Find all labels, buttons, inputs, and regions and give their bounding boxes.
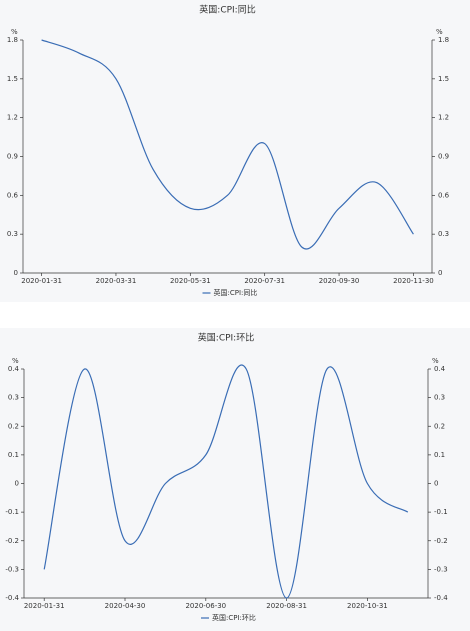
y2-tick-label: 0 [438, 269, 442, 277]
y2-tick-label: -0.2 [434, 537, 448, 545]
y2-tick-label: -0.1 [434, 508, 448, 516]
y-tick-label: 0.3 [7, 230, 18, 238]
y2-tick-label: 0.3 [438, 230, 449, 238]
y2-tick-label: 1.2 [438, 114, 449, 122]
y-tick-label: 0.4 [8, 365, 20, 373]
y-tick-label: 1.2 [7, 114, 18, 122]
x-tick-label: 2020-05-31 [170, 277, 211, 285]
y-tick-label: 0 [15, 480, 19, 488]
y-tick-label: -0.2 [5, 537, 19, 545]
chart-title: 英国:CPI:同比 [199, 4, 255, 16]
y2-tick-label: 0.3 [434, 394, 445, 402]
legend-label: 英国:CPI:同比 [214, 288, 258, 297]
y2-tick-label: 0.2 [434, 422, 445, 430]
x-tick-label: 2020-01-31 [21, 277, 62, 285]
y2-tick-label: 0.9 [438, 153, 449, 161]
x-tick-label: 2020-01-31 [24, 602, 65, 610]
y-tick-label: 0 [14, 269, 18, 277]
x-tick-label: 2020-06-30 [185, 602, 226, 610]
y-unit: % [12, 357, 19, 365]
y-tick-label: 0.9 [7, 153, 18, 161]
y2-tick-label: 0.6 [438, 191, 450, 199]
y2-tick-label: 0.4 [434, 365, 446, 373]
y2-tick-label: 1.8 [438, 36, 449, 44]
y-tick-label: 0.1 [8, 451, 19, 459]
y-tick-label: 0.2 [8, 422, 19, 430]
x-tick-label: 2020-11-30 [393, 277, 434, 285]
y2-tick-label: 1.5 [438, 75, 449, 83]
y-tick-label: 1.8 [7, 36, 18, 44]
x-tick-label: 2020-09-30 [319, 277, 360, 285]
y-tick-label: 0.6 [7, 191, 19, 199]
y2-tick-label: -0.3 [434, 565, 448, 573]
y-tick-label: -0.1 [5, 508, 19, 516]
panel [0, 328, 470, 631]
x-tick-label: 2020-03-31 [96, 277, 137, 285]
line-series [43, 364, 409, 599]
y2-tick-label: 0.1 [434, 451, 445, 459]
x-tick-label: 2020-04-30 [105, 602, 146, 610]
y2-unit: % [436, 28, 443, 36]
x-tick-label: 2020-07-31 [244, 277, 285, 285]
line-series [41, 39, 414, 250]
y-tick-label: -0.3 [5, 565, 19, 573]
y-tick-label: 1.5 [7, 75, 18, 83]
chart-title: 英国:CPI:环比 [198, 332, 254, 344]
x-tick-label: 2020-08-31 [266, 602, 307, 610]
y-unit: % [11, 28, 18, 36]
legend-label: 英国:CPI:环比 [212, 613, 256, 622]
y2-tick-label: 0 [434, 480, 438, 488]
panel [0, 0, 470, 302]
y2-unit: % [432, 357, 439, 365]
y-tick-label: -0.4 [5, 594, 19, 602]
x-tick-label: 2020-10-31 [347, 602, 388, 610]
y-tick-label: 0.3 [8, 394, 19, 402]
y2-tick-label: -0.4 [434, 594, 448, 602]
